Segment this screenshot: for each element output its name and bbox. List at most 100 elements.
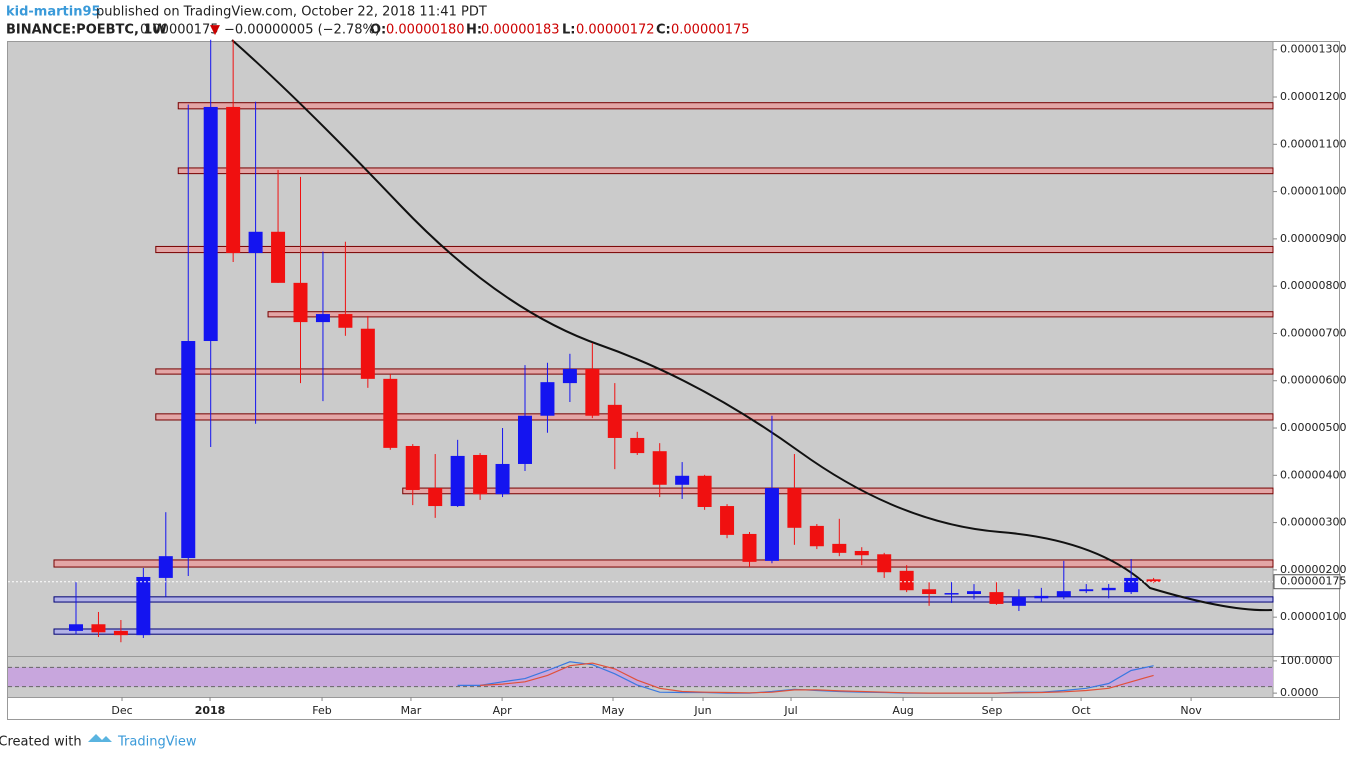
candle-body <box>248 231 263 254</box>
y-tick-label: 0.00001300 <box>1280 43 1346 56</box>
candle-body <box>226 106 241 254</box>
candle-body <box>473 454 488 495</box>
zone <box>177 167 1274 175</box>
zone <box>155 245 1274 254</box>
candle-body <box>899 570 914 591</box>
indicator-line <box>480 662 1154 694</box>
x-tick-label: Jul <box>783 704 797 717</box>
y-tick-label: 0.00000500 <box>1280 421 1346 434</box>
candle-body <box>809 525 824 547</box>
candle-body <box>1079 589 1094 592</box>
y-tick-label: 0.00001000 <box>1280 185 1346 198</box>
candle-body <box>989 592 1004 604</box>
candle-body <box>764 488 779 561</box>
trend-curve <box>231 39 1273 612</box>
candle-body <box>1011 596 1026 606</box>
x-tick-label: Aug <box>892 704 913 717</box>
tv-logo <box>88 734 112 742</box>
candle-body <box>742 533 757 562</box>
candle-body <box>832 543 847 553</box>
x-tick-label: Sep <box>982 704 1003 717</box>
low: 0.00000172 <box>576 23 655 38</box>
symbol: BINANCE:POEBTC, 1W <box>6 23 167 38</box>
zone <box>53 596 1274 603</box>
high: 0.00000183 <box>481 23 560 38</box>
y-tick-label: 0.00000200 <box>1280 563 1346 576</box>
price-pane <box>8 42 1273 656</box>
candle-body <box>203 106 218 342</box>
candle-body <box>1034 595 1049 599</box>
zone <box>155 368 1274 375</box>
arrow: ▼ <box>210 23 220 38</box>
close: 0.00000175 <box>671 23 750 38</box>
y-tick-label: 100.0000 <box>1280 654 1333 667</box>
candle-body <box>652 451 667 485</box>
c-label: C: <box>656 23 671 38</box>
y-tick-label: 0.00000900 <box>1280 232 1346 245</box>
candle-body <box>383 378 398 448</box>
h-label: H: <box>466 23 482 38</box>
x-tick-label: 2018 <box>195 704 226 717</box>
frame <box>7 41 1340 720</box>
candle-body <box>1101 587 1116 591</box>
last-price-label: 0.00000175 <box>1280 575 1346 588</box>
candle-body <box>854 550 869 556</box>
candle-body <box>136 576 151 636</box>
candle-body <box>405 445 420 490</box>
candle-body <box>495 463 510 495</box>
candle-body <box>562 368 577 384</box>
zone <box>177 102 1274 110</box>
candle-body <box>1124 577 1139 593</box>
zone <box>402 487 1274 495</box>
candle-body <box>181 341 196 559</box>
y-tick-label: 0.00001100 <box>1280 137 1346 150</box>
candle-body <box>787 488 802 528</box>
candle-body <box>967 591 981 594</box>
y-tick-label: 0.00000600 <box>1280 374 1346 387</box>
candle-body <box>922 589 937 594</box>
candle-body <box>518 415 532 464</box>
candle-body <box>675 475 690 485</box>
candle-body <box>338 314 353 328</box>
candle-body <box>1056 591 1071 597</box>
candle-body <box>607 404 622 438</box>
created-with: Created with <box>0 735 82 750</box>
x-tick-label: Feb <box>312 704 331 717</box>
candle-body <box>450 455 465 507</box>
x-tick-label: May <box>602 704 625 717</box>
x-tick-label: Oct <box>1072 704 1092 717</box>
open: 0.00000180 <box>386 23 465 38</box>
y-tick-label: 0.00001200 <box>1280 90 1346 103</box>
candle-body <box>113 630 128 636</box>
candle-body <box>271 231 286 283</box>
zone <box>53 559 1274 568</box>
band <box>8 667 1273 687</box>
y-tick-label: 0.00000800 <box>1280 279 1346 292</box>
y-tick-label: 0.0000 <box>1280 686 1319 699</box>
candle-body <box>540 382 555 416</box>
o-label: O: <box>370 23 386 38</box>
y-tick-label: 0.00000700 <box>1280 326 1346 339</box>
candle-body <box>91 624 106 633</box>
brand[interactable]: TradingView <box>117 735 197 750</box>
y-tick-label: 0.00000300 <box>1280 516 1346 529</box>
candle-body <box>944 593 959 595</box>
candle-body <box>877 554 892 573</box>
y-tick-label: 0.00000100 <box>1280 610 1346 623</box>
x-tick-label: Jun <box>693 704 711 717</box>
x-tick-label: Mar <box>401 704 422 717</box>
zone <box>155 413 1274 421</box>
candle-body <box>293 282 308 323</box>
author[interactable]: kid-martin95 <box>6 5 101 20</box>
candle-body <box>630 437 645 454</box>
zone <box>267 311 1274 318</box>
zone <box>53 628 1274 635</box>
candle-body <box>315 314 330 323</box>
x-tick-label: Dec <box>111 704 132 717</box>
candle-body <box>585 368 600 416</box>
candle-body <box>360 328 375 379</box>
published: published on TradingView.com, October 22… <box>96 5 487 20</box>
candle-body <box>69 624 83 631</box>
